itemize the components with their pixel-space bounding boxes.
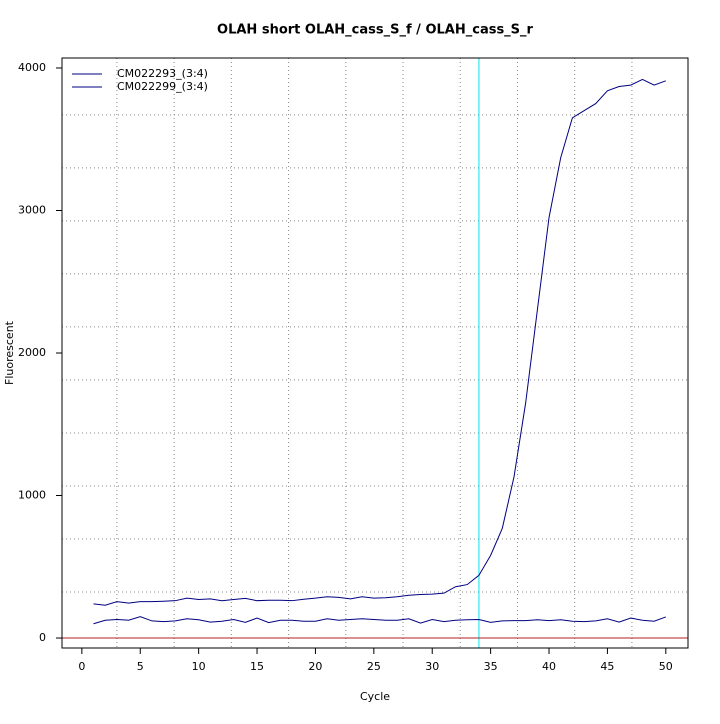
x-axis-label: Cycle bbox=[360, 690, 390, 703]
x-tick-label: 15 bbox=[250, 660, 264, 673]
x-tick-label: 5 bbox=[137, 660, 144, 673]
x-tick-label: 35 bbox=[484, 660, 498, 673]
x-tick-label: 20 bbox=[308, 660, 322, 673]
legend-label: CM022299_(3:4) bbox=[117, 80, 208, 93]
y-axis-label: Fluorescent bbox=[3, 320, 16, 385]
x-tick-label: 0 bbox=[78, 660, 85, 673]
y-tick-label: 2000 bbox=[18, 346, 46, 359]
x-tick-label: 10 bbox=[192, 660, 206, 673]
y-tick-label: 1000 bbox=[18, 489, 46, 502]
x-tick-label: 40 bbox=[542, 660, 556, 673]
x-tick-label: 45 bbox=[600, 660, 614, 673]
x-tick-label: 30 bbox=[425, 660, 439, 673]
y-tick-label: 4000 bbox=[18, 61, 46, 74]
y-tick-label: 0 bbox=[39, 631, 46, 644]
legend-label: CM022293_(3:4) bbox=[117, 67, 208, 80]
series-line bbox=[93, 78, 666, 606]
y-tick-label: 3000 bbox=[18, 203, 46, 216]
x-tick-label: 25 bbox=[367, 660, 381, 673]
plot-frame bbox=[61, 57, 689, 649]
x-tick-label: 50 bbox=[659, 660, 673, 673]
series-line bbox=[93, 616, 666, 625]
chart-title: OLAH short OLAH_cass_S_f / OLAH_cass_S_r bbox=[217, 23, 534, 38]
